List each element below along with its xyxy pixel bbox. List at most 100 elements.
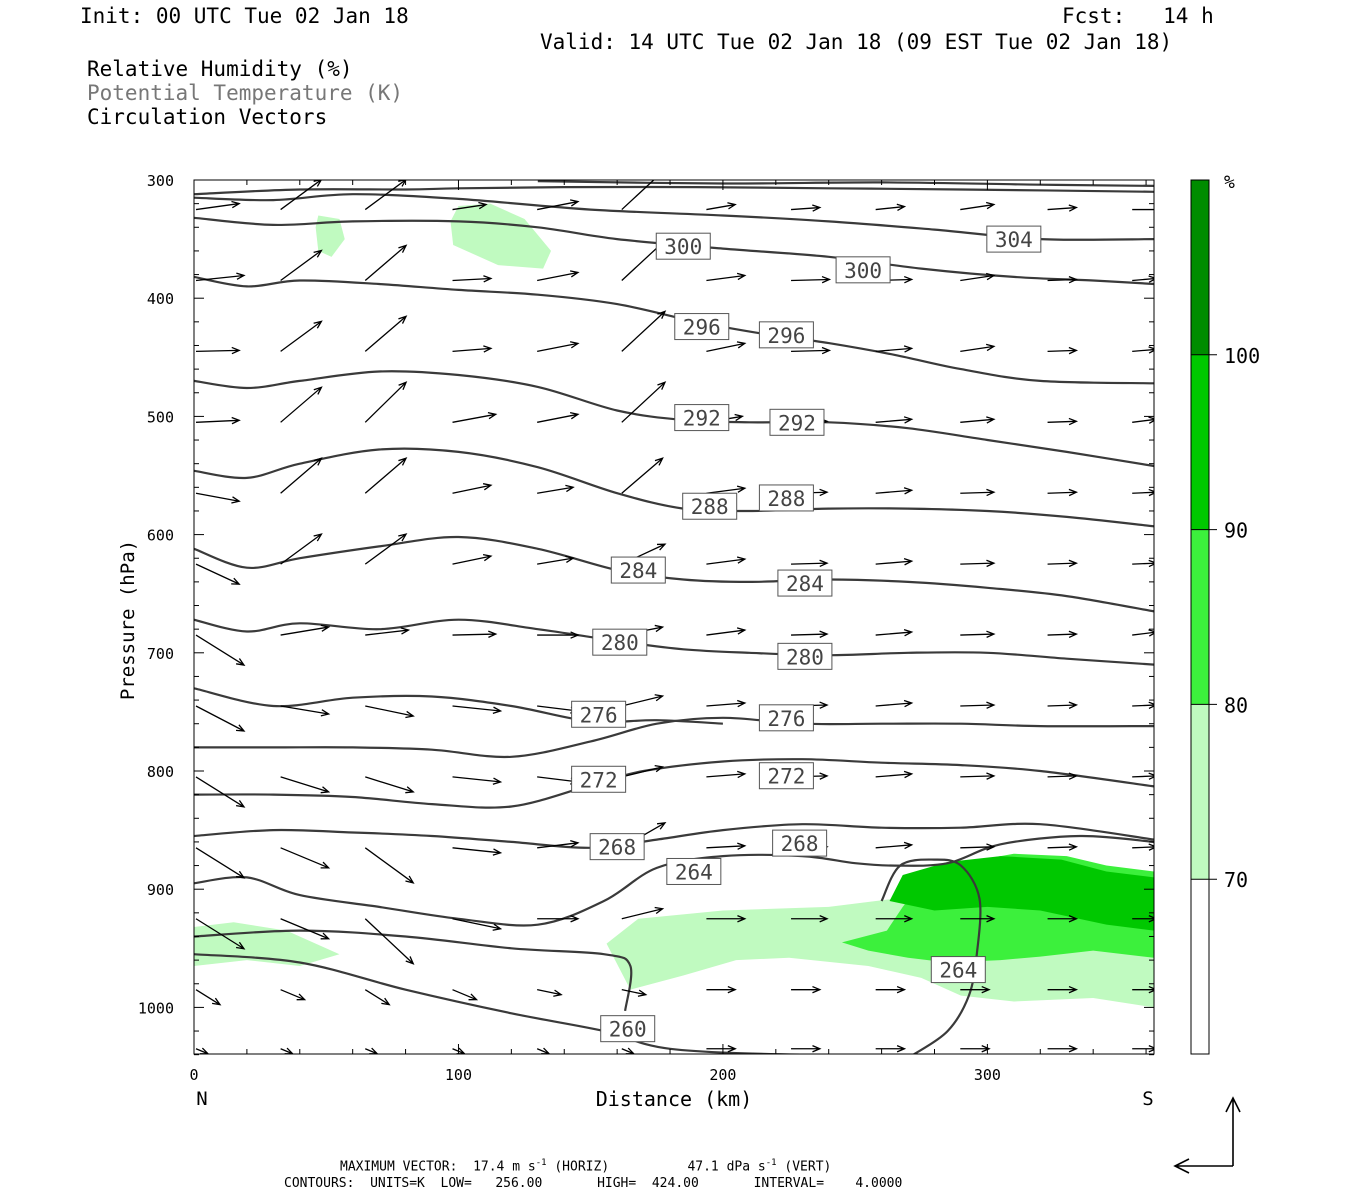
vector-arrow-r11-c4 (537, 989, 563, 997)
contour-label-text: 292 (778, 411, 816, 435)
circulation-vectors (195, 180, 1154, 1054)
vector-arrow-r10-c4 (537, 915, 580, 923)
vector-arrow-r7-c2 (365, 705, 415, 719)
theta-contour-288-10 (194, 447, 1154, 528)
vector-arrow-r8-c0 (195, 776, 246, 808)
vector-arrow-r0-c7 (790, 204, 822, 212)
vector-arrow-r0-c2 (364, 180, 407, 211)
contour-label-box (571, 700, 627, 728)
vector-arrow-r3-c11 (1132, 416, 1154, 424)
contour-label-box (682, 492, 738, 520)
vector-arrow-r7-c10 (1047, 701, 1079, 709)
vector-arrow-r11-c0 (195, 989, 222, 1006)
vertical-max-value: 47.1 dPa s (687, 1159, 766, 1175)
vector-arrow-r11-c8 (875, 985, 907, 994)
vector-arrow-r6-c0 (195, 634, 246, 666)
y-tick-label-600: 600 (147, 527, 174, 545)
vector-arrow-r8-c5 (621, 764, 665, 778)
legend-potential-temperature: Potential Temperature (K) (87, 81, 404, 105)
contour-label-304-2: 304 (986, 225, 1042, 253)
vector-arrow-r3-c5 (621, 381, 667, 423)
vector-arrow-r9-c8 (875, 841, 914, 850)
vector-arrow-r2-c7 (791, 346, 832, 355)
contour-label-box (610, 556, 666, 584)
contour-label-text: 264 (675, 860, 713, 884)
vector-arrow-r3-c0 (195, 416, 241, 425)
colorbar-swatch-3 (1191, 704, 1209, 880)
contour-label-text: 304 (995, 228, 1033, 252)
vector-arrow-r8-c10 (1047, 772, 1079, 780)
contour-label-text: 296 (767, 324, 805, 348)
contour-label-box (930, 956, 986, 984)
vector-arrow-r6-c2 (365, 627, 411, 636)
contour-label-284-9: 284 (610, 556, 666, 584)
vector-arrow-r7-c5 (621, 694, 665, 707)
vector-arrow-r8-c8 (875, 770, 914, 779)
vector-arrow-r10-c5 (621, 906, 665, 920)
contour-label-box (758, 704, 814, 732)
vector-arrow-r12-c9 (960, 1045, 991, 1053)
vector-arrow-r7-c11 (1132, 701, 1154, 709)
vector-arrow-r5-c4 (537, 555, 575, 565)
vector-arrow-r5-c1 (280, 533, 323, 565)
x-tick-label-200: 200 (709, 1066, 736, 1084)
legend-relative-humidity: Relative Humidity (%) (87, 57, 353, 81)
vector-arrow-r6-c3 (452, 630, 498, 638)
humidity-shading (194, 203, 1154, 1008)
vector-arrow-r1-c10 (1047, 276, 1079, 284)
vector-arrow-r1-c3 (452, 275, 493, 283)
vector-arrow-r11-c11 (1132, 985, 1154, 994)
theta-contour-268-4 (194, 822, 1154, 849)
horizontal-tag: (HORIZ) (554, 1159, 610, 1175)
contour-label-268-17: 268 (589, 833, 645, 861)
max-vector-label: MAXIMUM VECTOR: (340, 1159, 458, 1175)
valid-time: Valid: 14 UTC Tue 02 Jan 18 (09 EST Tue … (540, 30, 1173, 54)
contour-label-296-3: 296 (674, 313, 730, 341)
y-tick-label-700: 700 (147, 645, 174, 663)
vector-arrow-r8-c3 (452, 776, 503, 785)
vector-arrow-r7-c0 (195, 705, 246, 732)
contour-label-text: 284 (786, 572, 824, 596)
horizontal-scale-arrow (1173, 1158, 1233, 1174)
forecast-hour: Fcst: 14 h (1062, 4, 1214, 28)
contour-label-276-14: 276 (758, 704, 814, 732)
vector-arrow-r1-c6 (706, 272, 747, 282)
colorbar-label-70: 70 (1224, 868, 1248, 892)
contour-label-264-19: 264 (666, 857, 722, 885)
vector-arrow-r12-c2 (365, 1047, 379, 1054)
vector-arrow-r2-c10 (1047, 346, 1079, 355)
vector-arrow-r1-c7 (791, 275, 832, 284)
vector-arrow-r10-c3 (452, 918, 503, 931)
vector-arrow-r10-c0 (195, 918, 246, 950)
y-tick-label-800: 800 (147, 763, 174, 781)
legend-circulation-vectors: Circulation Vectors (87, 105, 328, 129)
vertical-scale-arrow (1225, 1096, 1241, 1166)
vector-arrow-r3-c10 (1047, 417, 1079, 426)
vector-arrow-r11-c7 (791, 985, 822, 994)
vector-arrow-r2-c11 (1132, 346, 1154, 354)
contour-label-text: 268 (781, 832, 819, 856)
contour-label-276-13: 276 (571, 700, 627, 728)
colorbar-unit: % (1224, 172, 1235, 193)
vector-arrow-r8-c9 (960, 772, 996, 780)
vector-arrow-r0-c4 (537, 199, 580, 211)
axes: 300 400 500 600 700 800 900 1000 0 100 200 300 (138, 172, 1154, 1084)
vector-arrow-r11-c2 (364, 989, 391, 1006)
y-axis-title: Pressure (hPa) (117, 540, 139, 700)
vector-arrow-r7-c3 (452, 705, 503, 714)
vector-arrow-r5-c3 (452, 553, 493, 565)
vector-arrow-r4-c2 (364, 457, 408, 494)
vector-arrow-r2-c0 (195, 346, 241, 355)
vector-arrow-r5-c11 (1132, 559, 1154, 568)
x-axis-title: Distance (km) (596, 1087, 753, 1111)
vector-arrow-r3-c9 (960, 416, 996, 424)
y-tick-label-300: 300 (147, 172, 174, 190)
vector-arrow-r0-c0 (195, 200, 241, 211)
vector-arrow-r11-c5 (621, 989, 648, 997)
contour-label-280-11: 280 (592, 628, 648, 656)
vector-arrow-r12-c5 (621, 1047, 635, 1054)
contour-label-text: 264 (939, 959, 977, 983)
contour-label-284-10: 284 (777, 569, 833, 597)
vector-arrow-r9-c11 (1132, 843, 1154, 851)
theta-contour-292-11 (194, 370, 1154, 468)
